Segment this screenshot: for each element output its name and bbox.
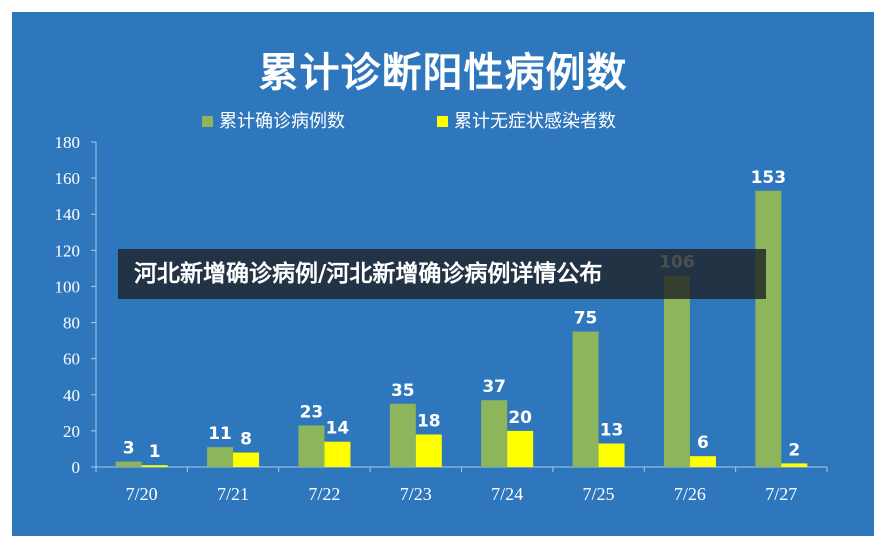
- y-tick-label: 80: [63, 314, 80, 333]
- legend-label-confirmed: 累计确诊病例数: [219, 111, 345, 132]
- data-label-asymptomatic: 20: [508, 408, 532, 428]
- data-label-asymptomatic: 1: [149, 442, 161, 462]
- y-tick-label: 40: [63, 386, 80, 405]
- bar-asymptomatic: [324, 441, 351, 467]
- x-tick-label: 7/26: [674, 484, 706, 504]
- headline-text: 河北新增确诊病例/河北新增确诊病例详情公布: [134, 261, 603, 287]
- data-label-confirmed: 35: [391, 381, 415, 401]
- bar-confirmed: [572, 331, 599, 467]
- bar-asymptomatic: [598, 443, 625, 467]
- data-label-confirmed: 11: [208, 424, 232, 444]
- data-label-asymptomatic: 6: [697, 433, 709, 453]
- x-tick-label: 7/27: [765, 484, 797, 504]
- bar-asymptomatic: [233, 452, 260, 467]
- y-tick-label: 0: [72, 458, 81, 477]
- x-tick-label: 7/25: [583, 484, 615, 504]
- headline-banner: 河北新增确诊病例/河北新增确诊病例详情公布: [118, 249, 766, 299]
- legend-label-asymptomatic: 累计无症状感染者数: [454, 111, 616, 132]
- chart-panel: 累计诊断阳性病例数 0 20 40 60 80 100 120 140 160 180 3 1 7/20…: [12, 12, 874, 536]
- x-tick-label: 7/23: [400, 484, 432, 504]
- data-label-asymptomatic: 8: [240, 430, 252, 450]
- bar-confirmed: [298, 425, 325, 467]
- y-tick-label: 160: [55, 169, 81, 188]
- bar-asymptomatic: [507, 430, 534, 467]
- bar-confirmed: [389, 403, 416, 467]
- bar-confirmed: [755, 190, 782, 467]
- data-label-confirmed: 3: [123, 439, 135, 459]
- bar-asymptomatic: [781, 463, 808, 467]
- data-label-confirmed: 75: [574, 309, 598, 329]
- bar-asymptomatic: [141, 465, 168, 467]
- x-tick-label: 7/20: [126, 484, 158, 504]
- data-label-asymptomatic: 14: [326, 419, 350, 439]
- bar-confirmed: [663, 275, 690, 467]
- y-tick-label: 120: [55, 241, 81, 260]
- chart-title: 累计诊断阳性病例数: [258, 50, 628, 96]
- data-label-confirmed: 37: [482, 377, 506, 397]
- y-tick-label: 100: [55, 277, 81, 296]
- bar-confirmed: [481, 400, 508, 467]
- legend-swatch-confirmed: [202, 116, 213, 127]
- x-tick-label: 7/22: [308, 484, 340, 504]
- y-tick-label: 140: [55, 205, 81, 224]
- bar-confirmed: [115, 461, 142, 467]
- data-label-asymptomatic: 13: [600, 421, 624, 441]
- data-label-confirmed: 153: [751, 168, 787, 188]
- y-tick-label: 20: [63, 422, 80, 441]
- data-label-confirmed: 23: [300, 402, 324, 422]
- y-tick-label: 180: [55, 133, 81, 152]
- x-tick-label: 7/24: [491, 484, 523, 504]
- data-label-asymptomatic: 2: [788, 440, 800, 460]
- legend-swatch-asymptomatic: [437, 116, 448, 127]
- data-label-asymptomatic: 18: [417, 412, 441, 432]
- bar-asymptomatic: [689, 456, 716, 467]
- bar-asymptomatic: [415, 434, 442, 467]
- bar-confirmed: [207, 447, 234, 467]
- x-tick-label: 7/21: [217, 484, 249, 504]
- y-tick-label: 60: [63, 350, 80, 369]
